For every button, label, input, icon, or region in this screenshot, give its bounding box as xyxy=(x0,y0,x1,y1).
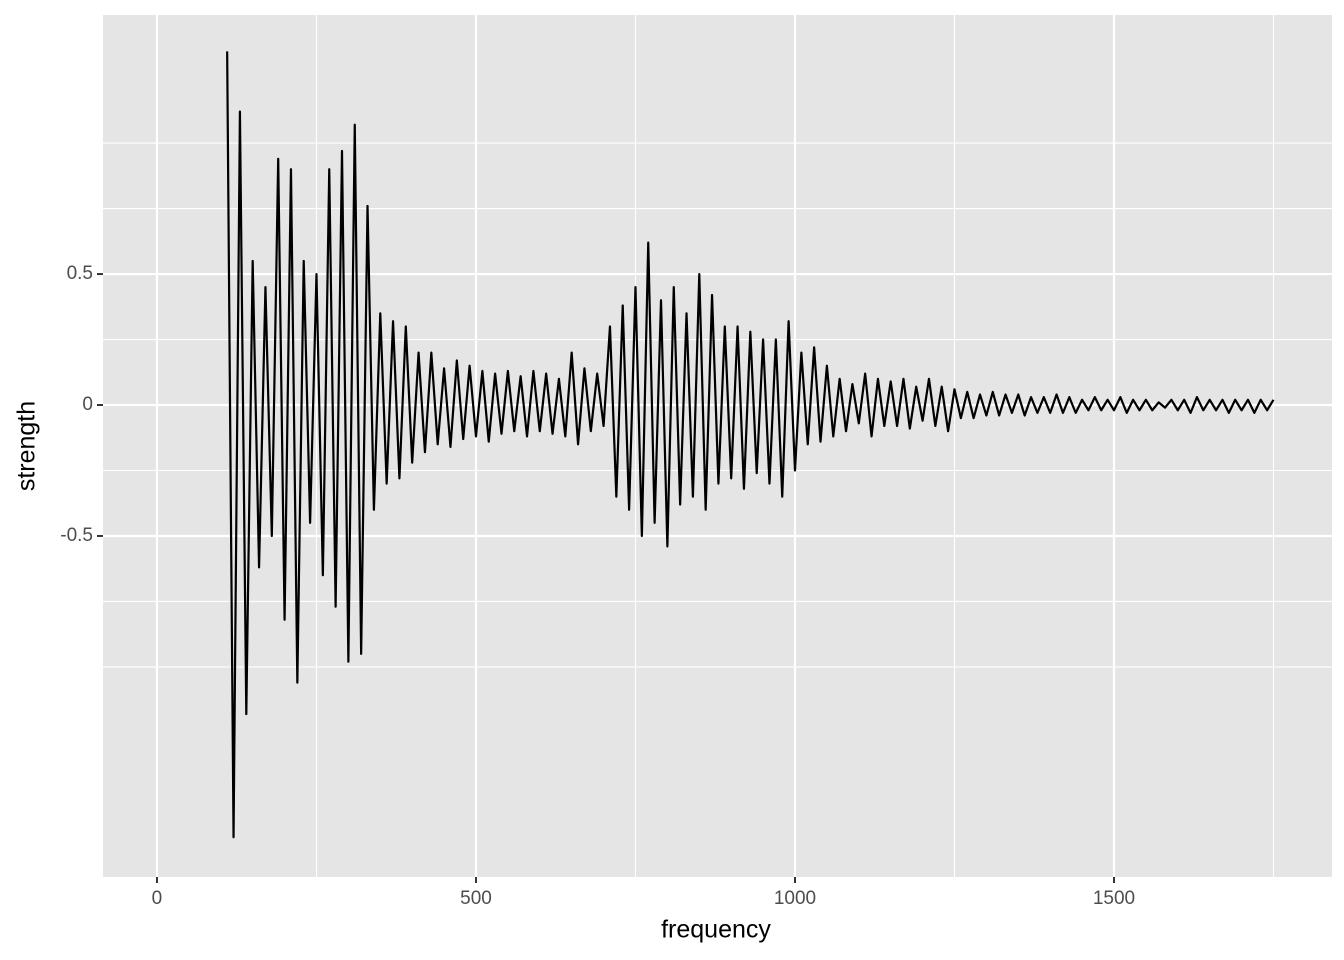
x-tick-label: 0 xyxy=(152,888,163,909)
line xyxy=(226,51,1275,839)
y-tick-label: -0.5 xyxy=(60,525,93,546)
x-tick-label: 1500 xyxy=(1093,888,1135,909)
y-axis-title: strength xyxy=(13,401,41,491)
y-tick-label: 0 xyxy=(82,394,93,415)
x-axis-title: frequency xyxy=(661,916,771,944)
x-tick-label: 500 xyxy=(460,888,492,909)
y-tick-label: 0.5 xyxy=(67,263,93,284)
x-tick-label: 1000 xyxy=(774,888,816,909)
